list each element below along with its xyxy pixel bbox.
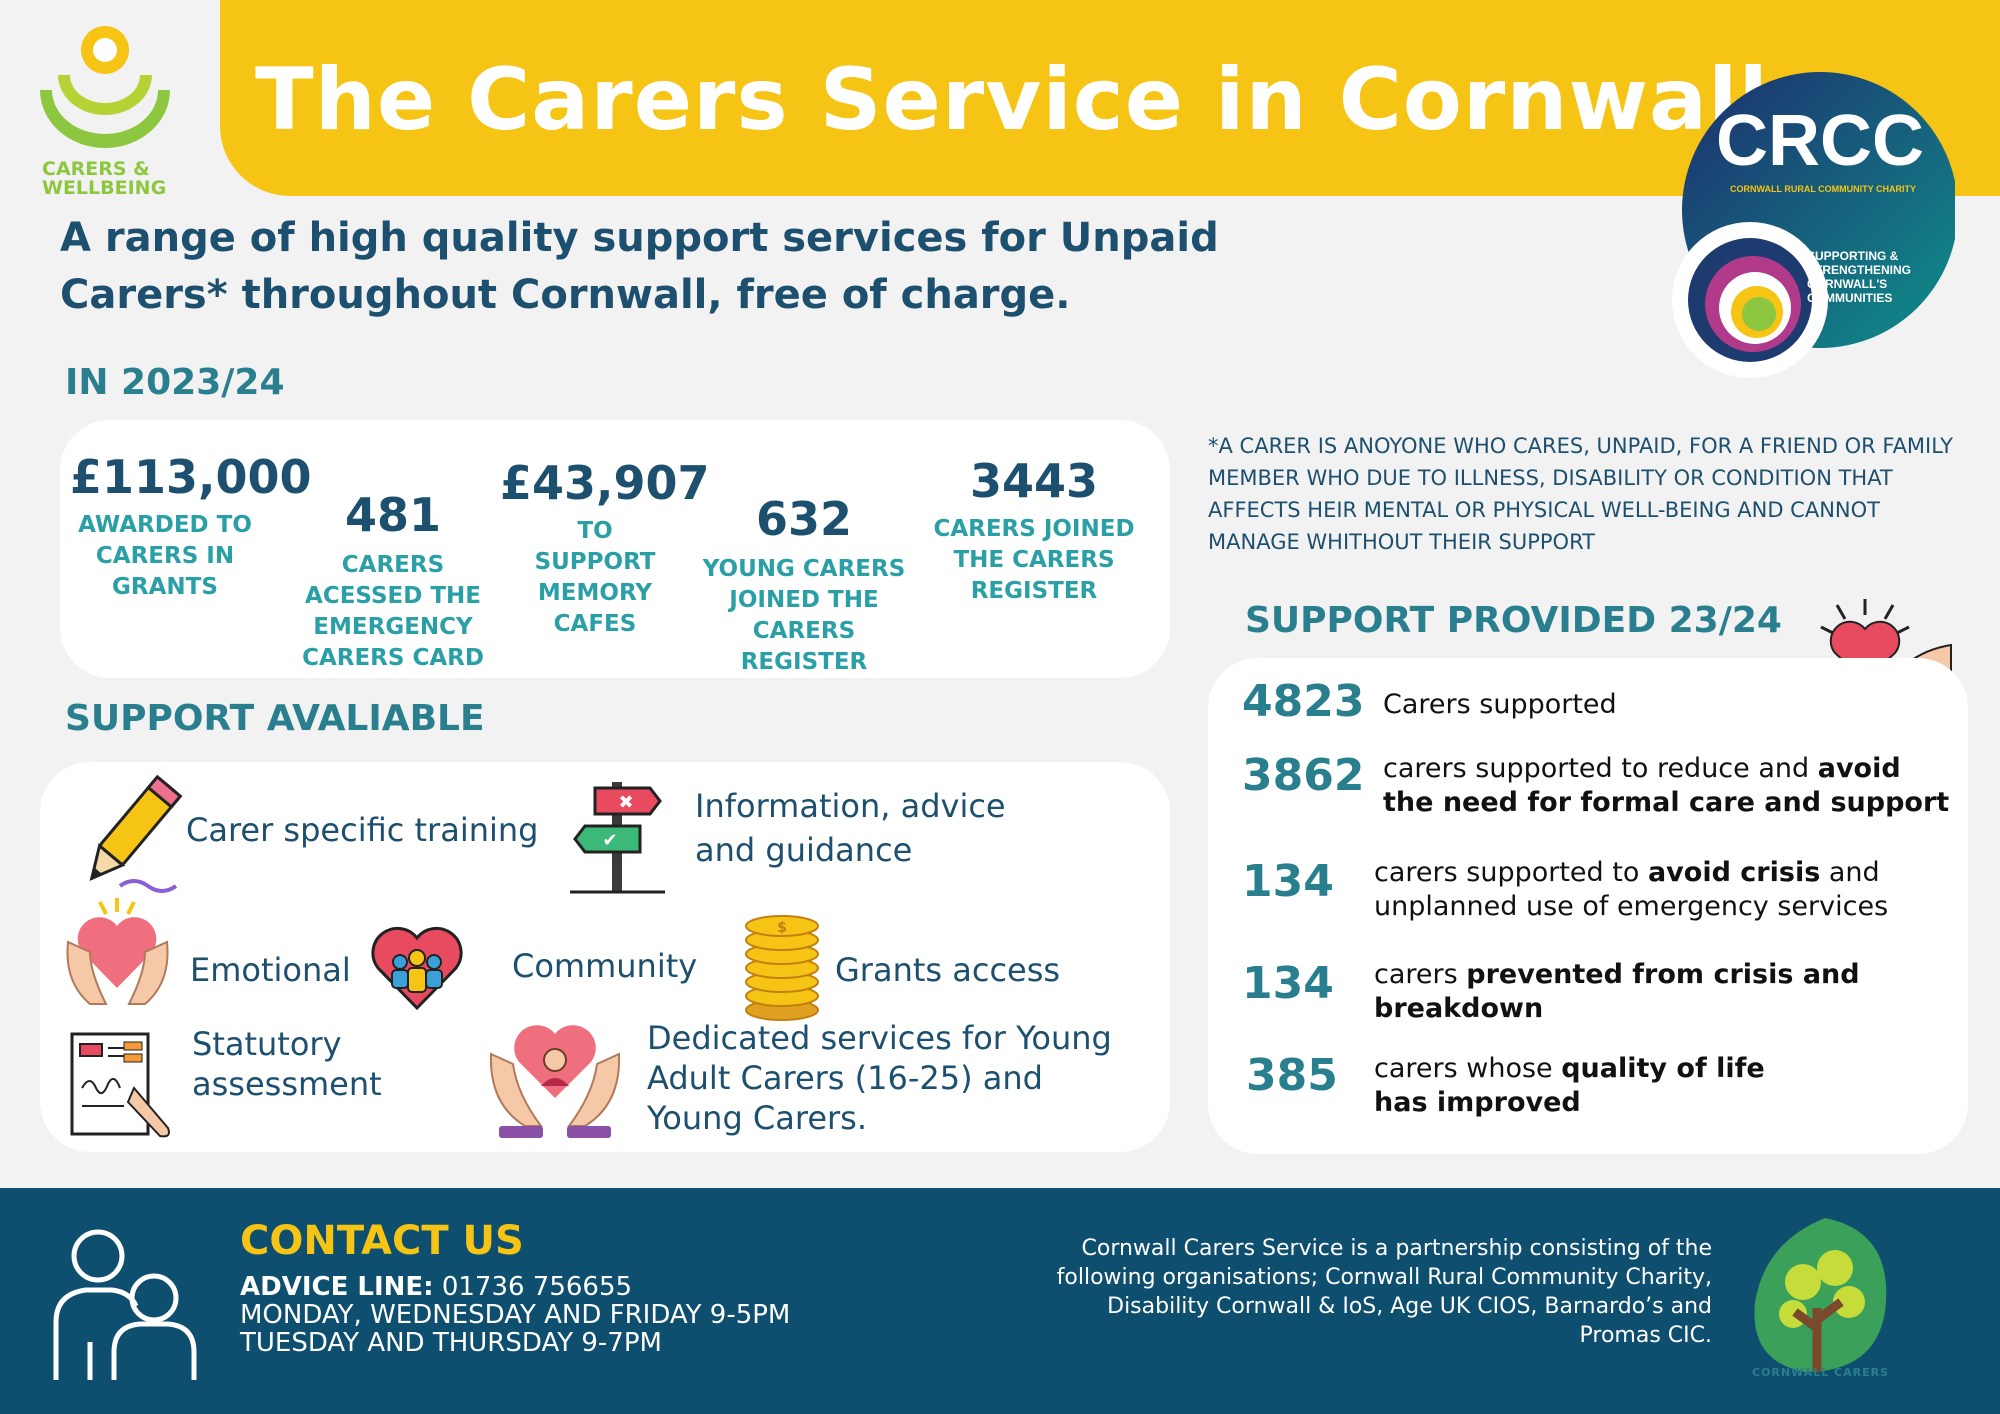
crcc-logo-name: CRCC xyxy=(1716,101,1924,181)
stat-memory-cafes: £43,907 TO SUPPORT MEMORY CAFES xyxy=(500,456,710,637)
provided-text: carers whose quality of life has improve… xyxy=(1374,1053,1765,1118)
provided-value: 4823 xyxy=(1242,676,1365,727)
coins-icon: $ xyxy=(745,915,819,1021)
service-community: Community xyxy=(512,947,698,985)
stat-emergency-card: 481 CARERS ACESSED THE EMERGENCY CARERS … xyxy=(302,488,484,671)
footer-bar xyxy=(0,1188,2000,1414)
svg-text:STRENGTHENING: STRENGTHENING xyxy=(1807,263,1911,277)
service-young-carers: Dedicated services for Young Adult Carer… xyxy=(647,1019,1112,1137)
support-provided-card: 4823 Carers supported 3862 carers suppor… xyxy=(1208,658,1968,1154)
svg-text:$: $ xyxy=(777,920,787,936)
svg-text:✖: ✖ xyxy=(618,792,633,813)
provided-value: 134 xyxy=(1242,958,1334,1009)
carers-wellbeing-logo-text: CARERS & WELLBEING xyxy=(42,158,167,199)
svg-text:✔: ✔ xyxy=(602,830,617,851)
people-outline-icon xyxy=(53,1229,197,1380)
crcc-logo: CRCC CORNWALL RURAL COMMUNITY CHARITY SU… xyxy=(1672,72,1955,378)
service-training: Carer specific training xyxy=(186,811,539,849)
cornwall-carers-logo xyxy=(1754,1218,1887,1372)
contact-heading: CONTACT US xyxy=(240,1218,524,1264)
crcc-logo-subtitle: CORNWALL RURAL COMMUNITY CHARITY xyxy=(1730,184,1916,194)
stat-carers-register: 3443 CARERS JOINED THE CARERS REGISTER xyxy=(933,454,1135,604)
partnership-statement: Cornwall Carers Service is a partnership… xyxy=(1056,1236,1712,1348)
signpost-icon: ✖ ✔ xyxy=(570,782,665,894)
document-sign-icon xyxy=(70,1032,170,1138)
service-information: Information, advice and guidance xyxy=(695,787,1006,869)
opening-hours-2: TUESDAY AND THURSDAY 9-7PM xyxy=(240,1328,662,1358)
provided-text: carers supported to reduce and avoid the… xyxy=(1383,753,1950,818)
hands-heart-icon xyxy=(66,898,169,1005)
cornwall-carers-logo-text: CORNWALL CARERS xyxy=(1752,1366,1890,1379)
carers-wellbeing-logo xyxy=(40,26,170,148)
advice-line: ADVICE LINE: 01736 756655 xyxy=(240,1272,633,1302)
young-carer-icon xyxy=(489,1025,621,1138)
svg-text:CORNWALL'S: CORNWALL'S xyxy=(1807,277,1887,291)
provided-value: 385 xyxy=(1246,1050,1338,1101)
support-provided-heading: SUPPORT PROVIDED 23/24 xyxy=(1245,600,1782,641)
advice-line-number[interactable]: 01736 756655 xyxy=(441,1272,633,1302)
stat-grants: £113,000 AWARDED TO CARERS IN GRANTS xyxy=(70,450,312,600)
svg-text:SUPPORTING &: SUPPORTING & xyxy=(1807,249,1899,263)
service-emotional: Emotional xyxy=(190,951,351,989)
opening-hours-1: MONDAY, WEDNESDAY AND FRIDAY 9-5PM xyxy=(240,1300,791,1330)
community-heart-icon xyxy=(371,926,463,1011)
carer-definition: *A CARER IS ANOYONE WHO CARES, UNPAID, F… xyxy=(1208,434,1953,554)
support-available-heading: SUPPORT AVALIABLE xyxy=(65,698,485,739)
page-title: The Carers Service in Cornwall xyxy=(255,50,1769,150)
tagline: A range of high quality support services… xyxy=(60,215,1219,318)
provided-text: carers supported to avoid crisis and unp… xyxy=(1374,857,1889,922)
support-available-card: Carer specific training ✖ ✔ Information,… xyxy=(40,762,1170,1152)
year-heading: IN 2023/24 xyxy=(65,362,285,403)
service-grants: Grants access xyxy=(835,951,1061,989)
provided-value: 134 xyxy=(1242,856,1334,907)
provided-text: Carers supported xyxy=(1383,689,1617,720)
svg-text:COMMUNITIES: COMMUNITIES xyxy=(1807,291,1892,305)
pencil-icon xyxy=(89,774,183,893)
stat-young-carers: 632 YOUNG CARERS JOINED THE CARERS REGIS… xyxy=(702,492,906,675)
provided-text: carers prevented from crisis and breakdo… xyxy=(1374,959,1860,1024)
provided-value: 3862 xyxy=(1242,750,1365,801)
year-stats-card: £113,000 AWARDED TO CARERS IN GRANTS 481… xyxy=(60,420,1170,678)
service-statutory: Statutory assessment xyxy=(192,1025,382,1103)
